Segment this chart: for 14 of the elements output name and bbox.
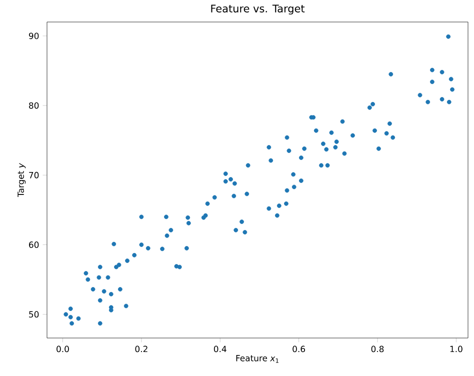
x-tick-label: 1.0 <box>450 346 462 352</box>
x-tick-label: 0.8 <box>371 346 384 352</box>
x-axis-title: Feature x$_{1}$ <box>236 355 278 363</box>
x-tick-label: 0.6 <box>292 346 306 352</box>
y-tick-label: 60 <box>29 242 39 248</box>
x-tick-label: 0.4 <box>214 346 226 352</box>
x-tick-label: 0.0 <box>56 346 69 352</box>
x-tick-label: 0.2 <box>135 346 148 352</box>
y-tick-label: 80 <box>29 102 39 109</box>
chart-title: Feature vs. Target <box>211 4 305 14</box>
y-tick-label: 70 <box>29 172 39 178</box>
y-tick-label: 90 <box>28 32 39 40</box>
y-axis-title: Target y <box>18 162 26 198</box>
y-tick-label: 50 <box>29 311 39 318</box>
